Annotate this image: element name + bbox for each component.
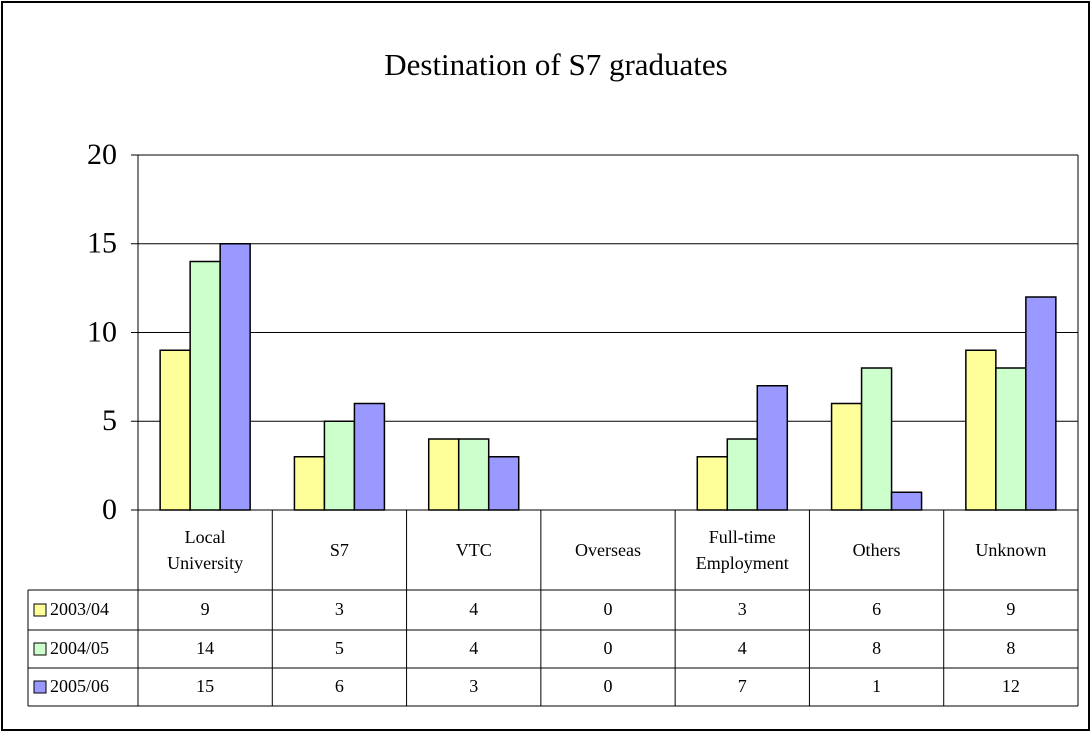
y-tick-label: 15 bbox=[87, 227, 117, 260]
x-tick-label-cell: S7 bbox=[272, 510, 406, 590]
table-value: 8 bbox=[872, 638, 881, 658]
table-value: 0 bbox=[604, 638, 613, 658]
x-tick-label-cell: VTC bbox=[407, 510, 541, 590]
x-tick-label-box: Unknown bbox=[944, 510, 1078, 590]
bar bbox=[293, 456, 326, 511]
bar bbox=[756, 385, 789, 511]
table-value: 8 bbox=[1006, 638, 1015, 658]
table-value: 7 bbox=[738, 676, 747, 696]
x-tick-label-box: Others bbox=[809, 510, 943, 590]
bar bbox=[323, 420, 356, 511]
bar bbox=[487, 456, 520, 511]
y-tick-label: 20 bbox=[87, 138, 117, 171]
x-tick-label: Full-time Employment bbox=[695, 527, 789, 573]
chart-title: Destination of S7 graduates bbox=[384, 47, 728, 82]
x-tick-label: S7 bbox=[329, 540, 349, 560]
x-tick-label-cell: Overseas bbox=[541, 510, 675, 590]
bar bbox=[726, 438, 759, 511]
legend-swatch bbox=[33, 642, 47, 656]
bar bbox=[696, 456, 729, 511]
x-tick-label-cell: Unknown bbox=[944, 510, 1078, 590]
bar bbox=[219, 243, 251, 511]
bar bbox=[189, 260, 221, 511]
bar bbox=[995, 367, 1027, 511]
x-tick-label-box: Local University bbox=[138, 510, 272, 590]
table-value: 14 bbox=[196, 638, 214, 658]
bar bbox=[965, 349, 997, 511]
y-tick-label: 5 bbox=[102, 404, 117, 437]
x-tick-label-box: VTC bbox=[407, 510, 541, 590]
x-tick-label-box: S7 bbox=[272, 510, 406, 590]
legend-label: 2005/06 bbox=[50, 676, 109, 696]
table-value: 1 bbox=[872, 676, 881, 696]
bar bbox=[427, 438, 460, 511]
bar bbox=[890, 491, 923, 511]
x-tick-label-box: Full-time Employment bbox=[675, 510, 809, 590]
table-value: 4 bbox=[469, 638, 478, 658]
table-value: 15 bbox=[196, 676, 214, 696]
table-value: 3 bbox=[335, 599, 344, 619]
bar bbox=[353, 402, 386, 511]
x-tick-label-cell: Others bbox=[809, 510, 943, 590]
table-value: 5 bbox=[335, 638, 344, 658]
x-tick-label: VTC bbox=[455, 540, 492, 560]
bar bbox=[830, 402, 863, 511]
legend-swatch bbox=[33, 603, 47, 617]
y-tick-label: 10 bbox=[87, 315, 117, 348]
legend-label: 2004/05 bbox=[50, 638, 109, 658]
legend-label: 2003/04 bbox=[50, 599, 109, 619]
table-value: 6 bbox=[335, 676, 344, 696]
x-tick-label: Overseas bbox=[574, 540, 641, 560]
table-value: 4 bbox=[738, 638, 747, 658]
table-value: 6 bbox=[872, 599, 881, 619]
table-value: 12 bbox=[1002, 676, 1020, 696]
x-tick-label-cell: Full-time Employment bbox=[675, 510, 809, 590]
y-tick-label: 0 bbox=[102, 493, 117, 526]
x-tick-label: Unknown bbox=[975, 540, 1047, 560]
x-tick-label-cell: Local University bbox=[138, 510, 272, 590]
table-value: 4 bbox=[469, 599, 478, 619]
table-value: 0 bbox=[604, 599, 613, 619]
table-value: 9 bbox=[1006, 599, 1015, 619]
bar bbox=[1025, 296, 1057, 511]
table-value: 9 bbox=[201, 599, 210, 619]
x-tick-label: Others bbox=[852, 540, 901, 560]
legend-swatch bbox=[33, 680, 47, 694]
bar bbox=[860, 367, 893, 511]
bar bbox=[457, 438, 490, 511]
x-tick-label: Local University bbox=[167, 527, 244, 573]
table-value: 3 bbox=[738, 599, 747, 619]
table-value: 0 bbox=[604, 676, 613, 696]
table-value: 3 bbox=[469, 676, 478, 696]
bar bbox=[159, 349, 191, 511]
x-tick-label-box: Overseas bbox=[541, 510, 675, 590]
